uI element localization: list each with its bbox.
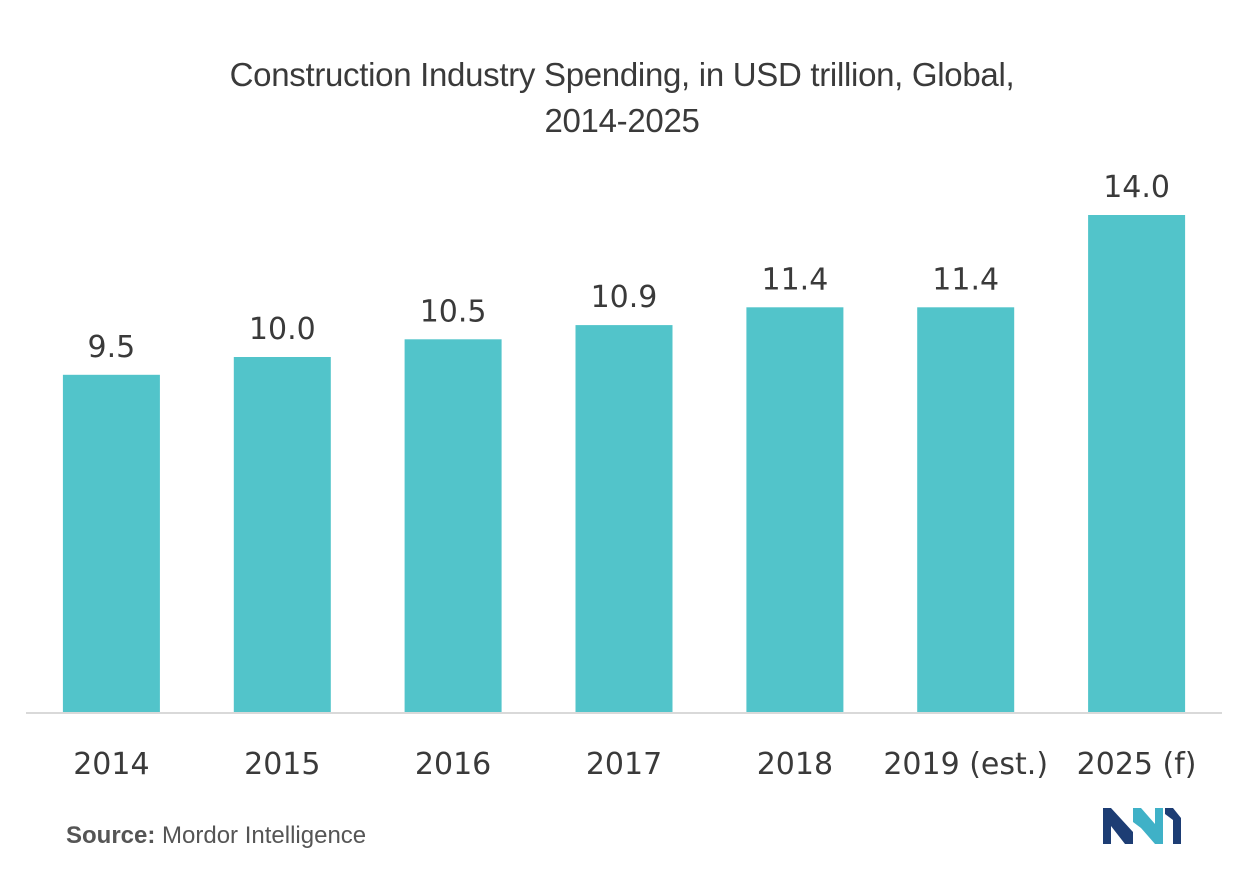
- value-label: 14.0: [1103, 170, 1170, 205]
- x-tick-label: 2019 (est.): [883, 747, 1048, 782]
- mordor-intelligence-logo-icon: [1103, 808, 1181, 844]
- bar-2019-est: [917, 307, 1015, 712]
- value-label: 10.9: [591, 280, 658, 315]
- x-tick-label: 2015: [244, 747, 320, 782]
- bars-layer: [62, 215, 1186, 713]
- x-tick-label: 2016: [415, 747, 491, 782]
- x-tick-labels-layer: 2014 2015 2016 2017 2018 2019 (est.) 2025 (f): [73, 747, 1196, 782]
- x-tick-label: 2025 (f): [1077, 747, 1197, 782]
- chart-title-line-1: Construction Industry Spending, in USD t…: [229, 56, 1015, 93]
- value-label: 10.0: [249, 312, 316, 347]
- bar-2017: [575, 325, 673, 712]
- x-tick-label: 2017: [586, 747, 662, 782]
- bar-2015: [233, 357, 331, 712]
- bar-2018: [746, 307, 844, 712]
- x-tick-label: 2018: [757, 747, 833, 782]
- value-label: 11.4: [762, 262, 829, 297]
- value-label: 11.4: [932, 262, 999, 297]
- logo-shape-light: [1133, 808, 1163, 844]
- bar-2025-f: [1088, 215, 1186, 712]
- bar-2016: [404, 339, 502, 713]
- value-labels-layer: 9.5 10.0 10.5 10.9 11.4 11.4 14.0: [88, 170, 1170, 365]
- bar-2014: [62, 374, 160, 713]
- logo-shape-dark-right: [1165, 808, 1181, 844]
- x-tick-label: 2014: [73, 747, 149, 782]
- source-label: Source:: [66, 822, 156, 849]
- source-text: Mordor Intelligence: [162, 822, 367, 849]
- chart-title-line-2: 2014-2025: [544, 102, 700, 139]
- source-line: Source: Mordor Intelligence: [66, 822, 366, 850]
- value-label: 10.5: [420, 294, 487, 329]
- logo-shape-dark: [1103, 808, 1133, 844]
- value-label: 9.5: [88, 330, 136, 365]
- chart-title: Construction Industry Spending, in USD t…: [0, 52, 1244, 144]
